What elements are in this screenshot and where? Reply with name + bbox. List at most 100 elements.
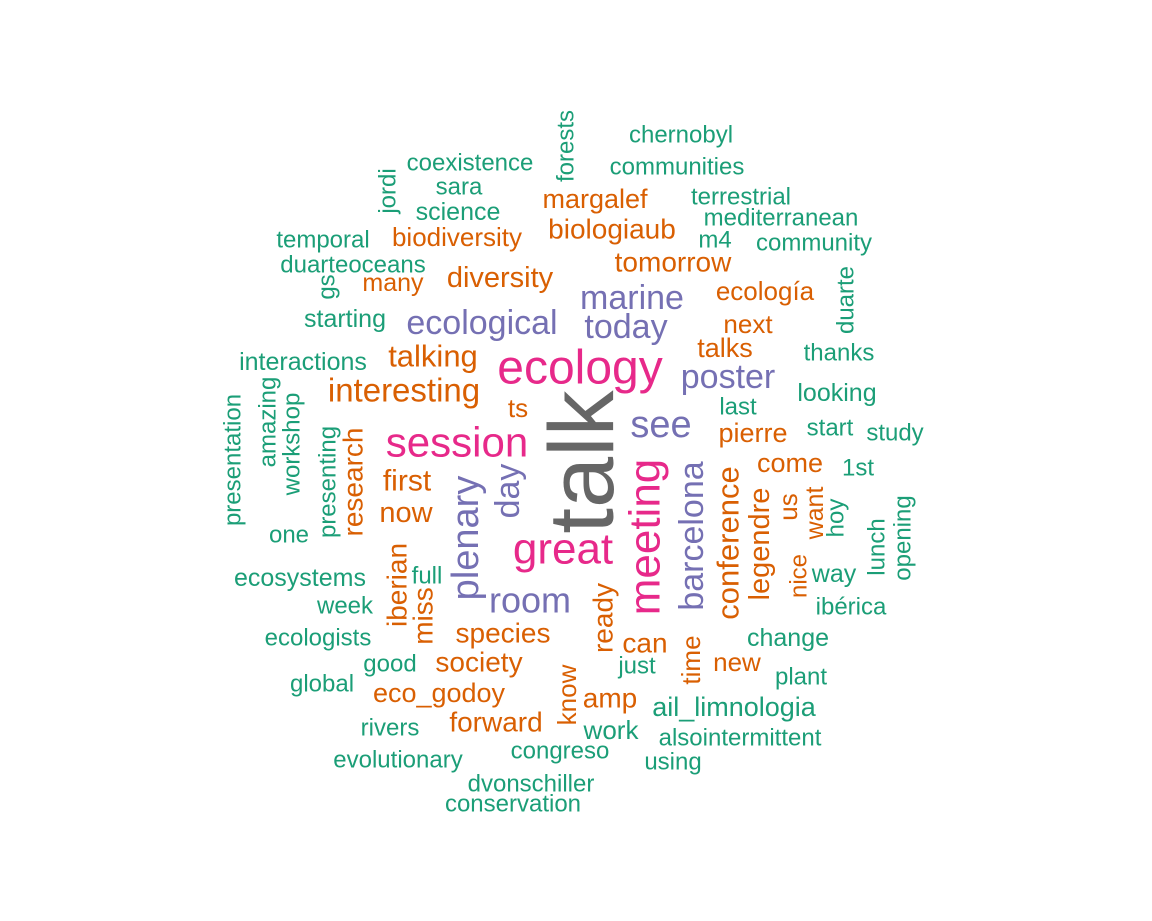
- word-1st: 1st: [842, 455, 874, 482]
- word-terrestrial: terrestrial: [691, 184, 791, 211]
- word-ecology: ecology: [497, 342, 662, 395]
- word-amp: amp: [583, 683, 637, 714]
- word-next: next: [723, 309, 773, 339]
- word-conference: conference: [711, 466, 746, 619]
- word-jordi: jordi: [375, 168, 402, 214]
- word-communities: communities: [610, 154, 745, 181]
- word-gs: gs: [314, 274, 341, 299]
- word-work: work: [583, 715, 640, 745]
- word-workshop: workshop: [279, 393, 306, 497]
- word-research: research: [338, 428, 369, 537]
- word-science: science: [416, 198, 501, 226]
- word-plant: plant: [775, 664, 827, 691]
- word-come: come: [757, 448, 823, 478]
- word-room: room: [489, 580, 571, 621]
- word-start: start: [807, 415, 854, 442]
- word-society: society: [435, 647, 522, 678]
- word-forward: forward: [449, 707, 542, 738]
- word-poster: poster: [681, 358, 776, 396]
- word-great: great: [513, 525, 613, 574]
- word-alsointermittent: alsointermittent: [659, 725, 822, 752]
- word-barcelona: barcelona: [673, 461, 711, 610]
- word-using: using: [644, 749, 701, 776]
- word-want: want: [801, 487, 829, 541]
- word-presenting: presenting: [315, 426, 342, 538]
- word-marine: marine: [580, 279, 684, 317]
- word-ready: ready: [588, 583, 619, 653]
- word-full: full: [412, 563, 443, 590]
- word-day: day: [489, 464, 527, 519]
- word-eco-godoy: eco_godoy: [373, 678, 506, 708]
- word-duarte: duarte: [833, 266, 860, 334]
- word-see: see: [630, 404, 691, 446]
- word-one: one: [269, 522, 309, 549]
- word-time: time: [676, 635, 706, 684]
- word-legendre: legendre: [744, 488, 776, 601]
- word-interactions: interactions: [239, 348, 367, 376]
- word-miss: miss: [408, 587, 439, 645]
- word-plenary: plenary: [445, 476, 487, 601]
- word-rivers: rivers: [361, 715, 420, 742]
- word-community: community: [756, 230, 872, 257]
- word-evolutionary: evolutionary: [333, 747, 462, 774]
- word-iberian: iberian: [382, 543, 413, 627]
- word-pierre: pierre: [718, 418, 787, 448]
- word-margalef: margalef: [542, 184, 648, 214]
- word-biologiaub: biologiaub: [548, 214, 676, 245]
- word-global: global: [290, 671, 354, 698]
- word-ecolog-a: ecología: [716, 276, 815, 306]
- word-conservation: conservation: [445, 791, 581, 818]
- word-biodiversity: biodiversity: [392, 222, 522, 252]
- word-ts: ts: [508, 393, 528, 423]
- word-session: session: [386, 419, 528, 466]
- word-talking: talking: [388, 339, 478, 374]
- word-amazing: amazing: [255, 377, 282, 468]
- word-chernobyl: chernobyl: [629, 122, 733, 149]
- word-know: know: [552, 664, 582, 725]
- word-sara: sara: [436, 174, 483, 201]
- word-week: week: [316, 593, 374, 620]
- word-diversity: diversity: [447, 262, 554, 294]
- word-coexistence: coexistence: [407, 150, 534, 177]
- word-dvonschiller: dvonschiller: [468, 771, 595, 798]
- word-tomorrow: tomorrow: [615, 247, 732, 278]
- word-study: study: [866, 420, 923, 447]
- word-duarteoceans: duarteoceans: [280, 252, 425, 279]
- word-now: now: [379, 497, 433, 529]
- word-looking: looking: [797, 379, 876, 407]
- word-lunch: lunch: [864, 518, 891, 575]
- word-congreso: congreso: [511, 738, 610, 765]
- word-new: new: [713, 647, 761, 677]
- word-talk: talk: [531, 389, 633, 533]
- word-ail-limnologia: ail_limnologia: [652, 692, 817, 722]
- word-first: first: [383, 465, 432, 498]
- word-can: can: [622, 628, 667, 659]
- word-talks: talks: [697, 333, 753, 363]
- word-last: last: [719, 394, 757, 421]
- word-mediterranean: mediterranean: [704, 205, 859, 232]
- word-just: just: [617, 653, 656, 680]
- word-ecosystems: ecosystems: [234, 564, 366, 592]
- word-today: today: [584, 308, 667, 346]
- word-thanks: thanks: [804, 340, 875, 367]
- word-ecologists: ecologists: [265, 625, 372, 652]
- word-presentation: presentation: [220, 394, 247, 526]
- word-ib-rica: ibérica: [816, 594, 887, 621]
- word-way: way: [811, 560, 857, 588]
- word-change: change: [747, 624, 829, 652]
- word-meeting: meeting: [621, 459, 670, 616]
- word-temporal: temporal: [276, 227, 369, 254]
- word-nice: nice: [786, 554, 813, 598]
- word-starting: starting: [304, 305, 386, 333]
- word-us: us: [773, 493, 803, 520]
- word-ecological: ecological: [406, 304, 557, 342]
- word-hoy: hoy: [823, 499, 850, 538]
- word-species: species: [456, 618, 551, 649]
- word-opening: opening: [890, 495, 917, 580]
- word-forests: forests: [553, 110, 580, 182]
- word-many: many: [362, 269, 424, 297]
- word-m4: m4: [698, 227, 731, 254]
- word-interesting: interesting: [328, 372, 480, 409]
